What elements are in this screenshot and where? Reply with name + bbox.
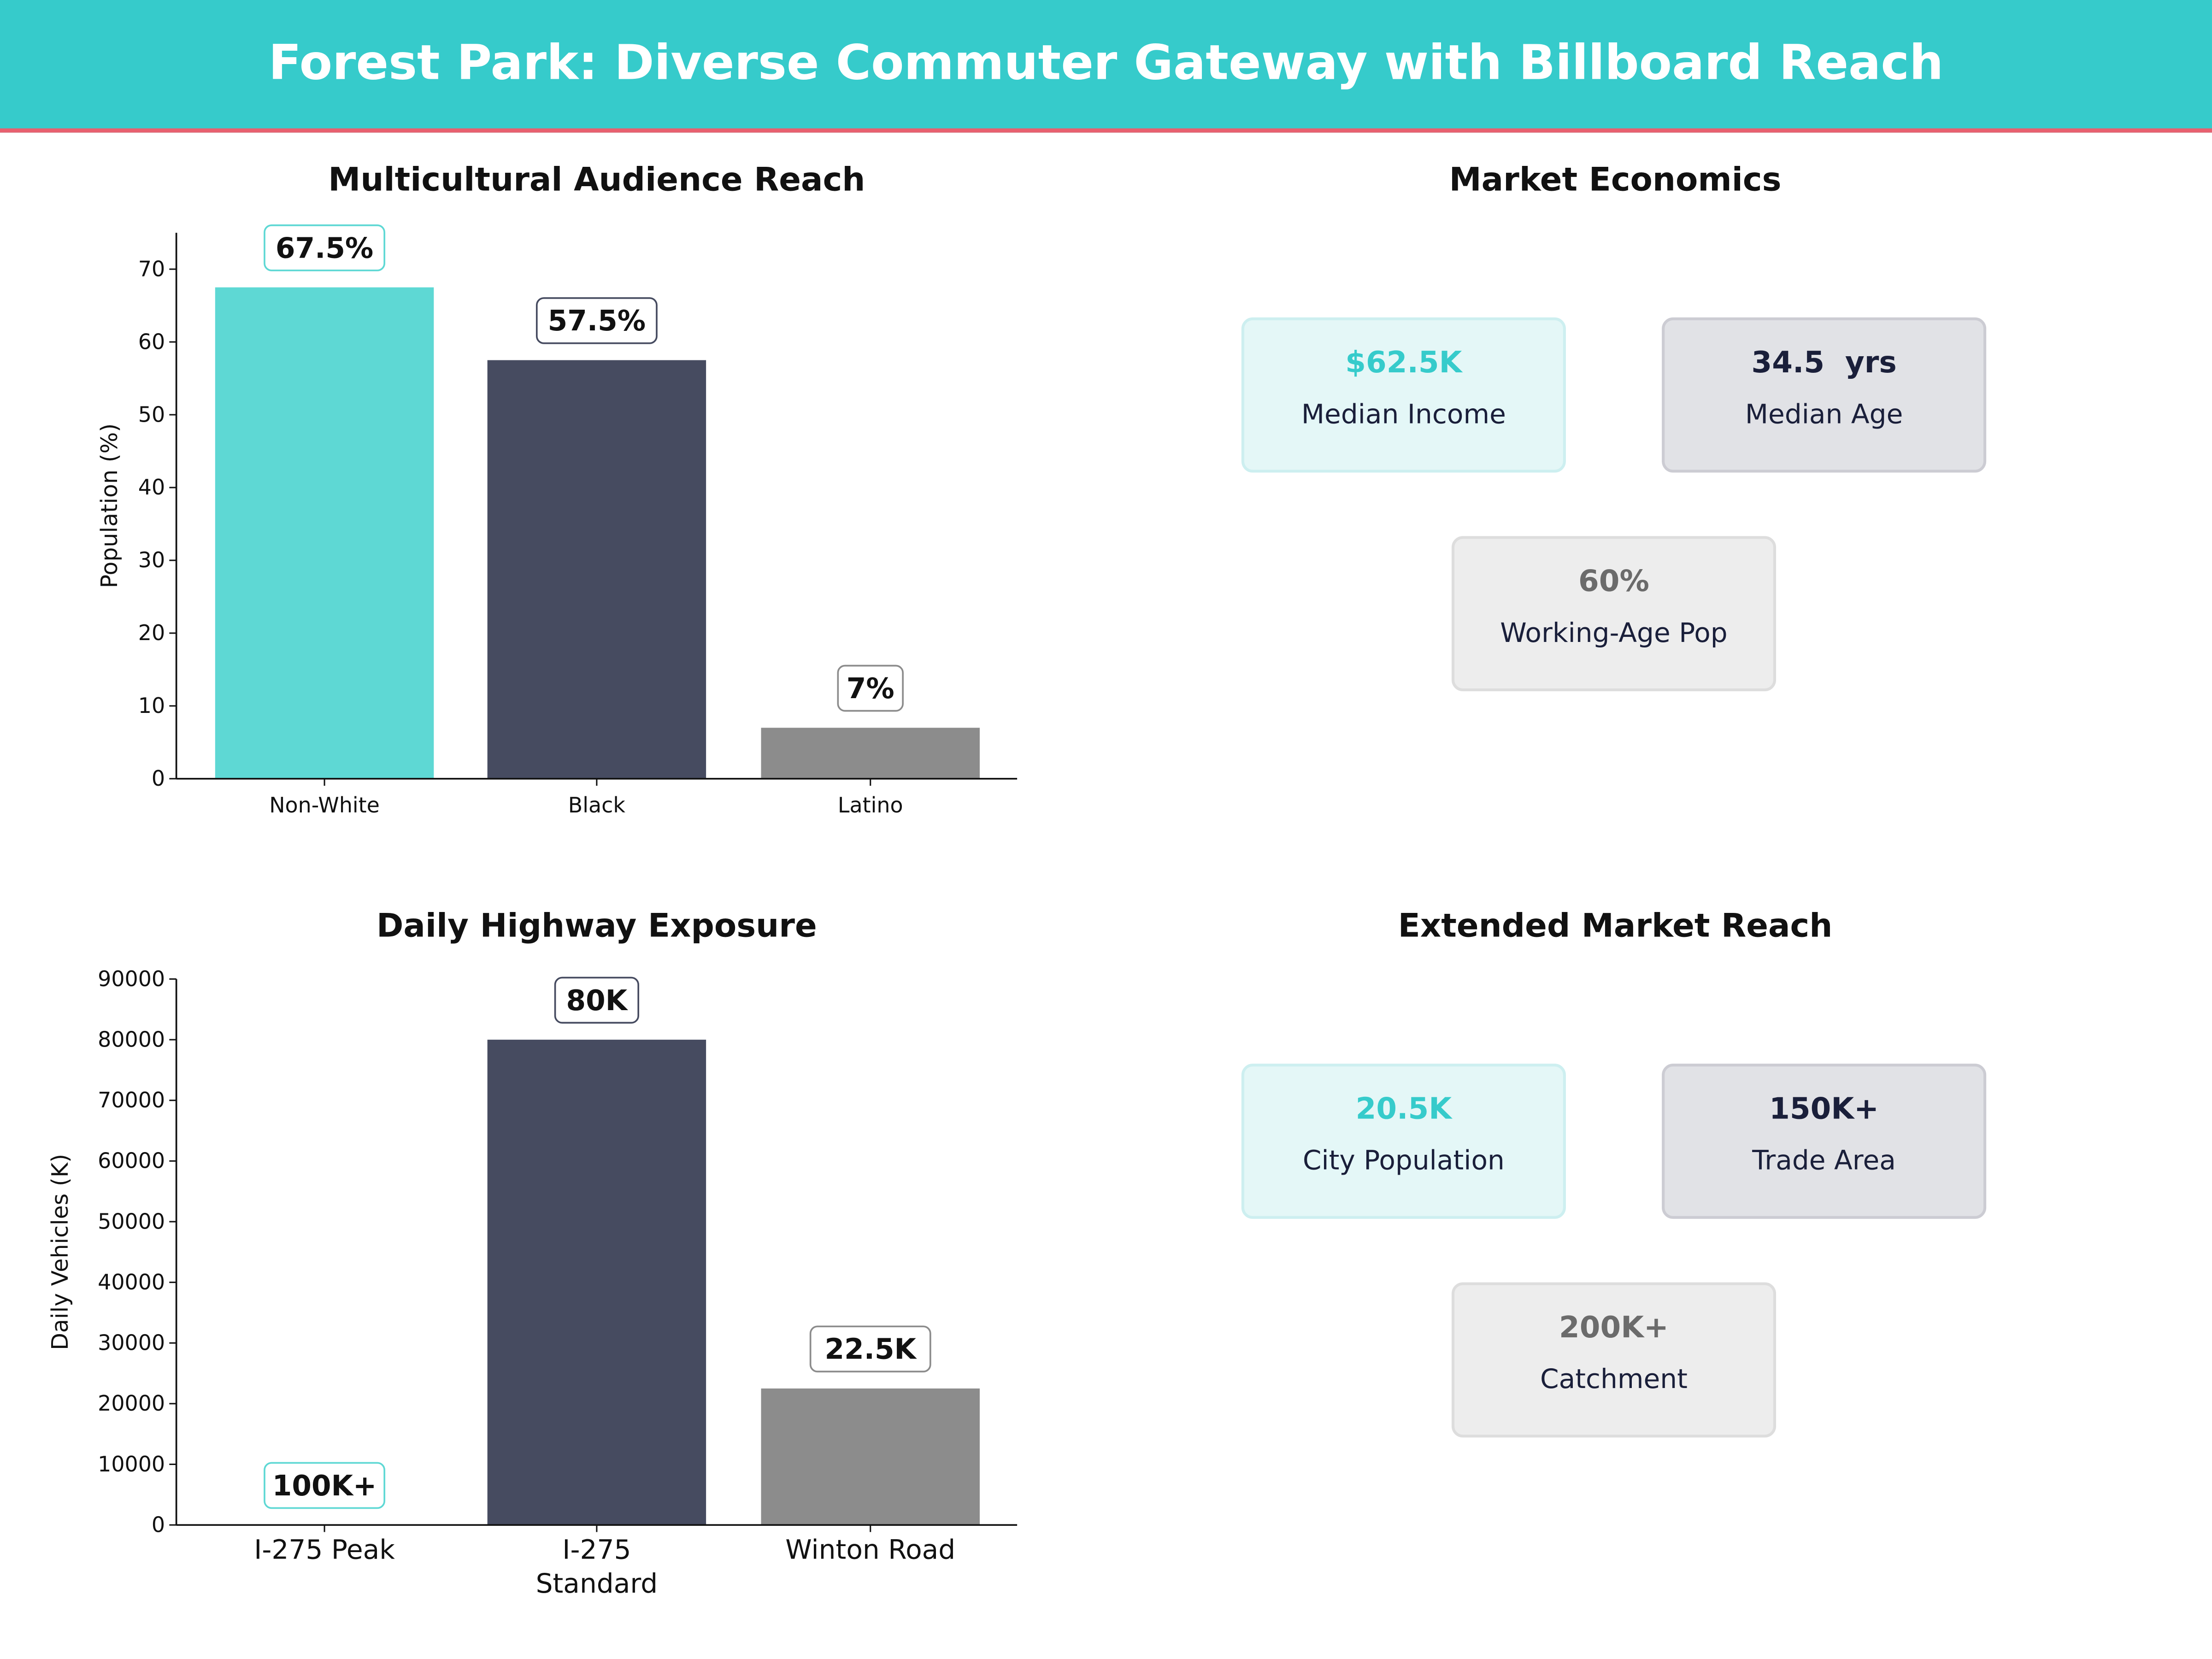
x-tick-label: Non-White xyxy=(269,793,380,818)
card-label: Working-Age Pop xyxy=(1500,618,1728,649)
y-tick-label: 70000 xyxy=(98,1088,165,1112)
y-tick-label: 60000 xyxy=(98,1148,165,1173)
chart2-title: Daily Highway Exposure xyxy=(376,908,817,946)
header-banner: Forest Park: Diverse Commuter Gateway wi… xyxy=(0,0,2212,133)
card-catchment: 200K+ Catchment xyxy=(1451,1282,1777,1438)
card-city-population: 20.5K City Population xyxy=(1241,1064,1566,1219)
x-tick-label: Latino xyxy=(838,793,903,818)
card-value: 200K+ xyxy=(1559,1310,1669,1345)
data-label: 7% xyxy=(847,672,894,705)
chart1-title: Multicultural Audience Reach xyxy=(328,162,865,199)
card-label: Trade Area xyxy=(1752,1145,1896,1177)
y-tick-label: 20000 xyxy=(98,1391,165,1416)
y-tick-label: 30000 xyxy=(98,1330,165,1355)
y-tick-label: 10000 xyxy=(98,1452,165,1477)
card-median-age: 34.5 yrs Median Age xyxy=(1662,317,1987,473)
card-value: $62.5K xyxy=(1345,345,1462,380)
card-value: 60% xyxy=(1578,564,1649,598)
x-tick-label: Black xyxy=(568,793,626,818)
data-label-box xyxy=(809,1325,931,1373)
bar xyxy=(761,728,980,779)
data-label: 57.5% xyxy=(548,305,646,337)
data-label: 100K+ xyxy=(272,1470,377,1502)
y-axis-label: Daily Vehicles (K) xyxy=(47,1154,73,1350)
y-tick-label: 10 xyxy=(138,693,165,718)
card-label: Catchment xyxy=(1540,1364,1688,1395)
card-trade-area: 150K+ Trade Area xyxy=(1662,1064,1987,1219)
data-label-box xyxy=(264,1462,386,1509)
card-value: 34.5 yrs xyxy=(1751,345,1897,380)
card-label: Median Age xyxy=(1745,399,1903,430)
x-tick-label: Standard xyxy=(536,1568,658,1599)
x-tick-label: Winton Road xyxy=(785,1534,955,1565)
bar xyxy=(487,1040,706,1525)
data-label: 80K xyxy=(566,984,629,1017)
y-tick-label: 20 xyxy=(138,620,165,645)
y-tick-label: 50000 xyxy=(98,1209,165,1234)
data-label: 22.5K xyxy=(825,1333,918,1366)
bar xyxy=(487,360,706,779)
data-label: 67.5% xyxy=(276,232,373,265)
y-tick-label: 40 xyxy=(138,475,165,500)
data-label-box xyxy=(264,224,386,271)
chart-multicultural-reach: 67.5% Non-White 57.5% Black 7% Latino 0 10 20 30 4… xyxy=(96,224,1018,818)
y-tick-label: 0 xyxy=(152,1512,165,1537)
y-tick-label: 0 xyxy=(152,766,165,791)
y-axis-label: Population (%) xyxy=(96,424,123,588)
y-tick-label: 90000 xyxy=(98,966,165,991)
y-tick-label: 30 xyxy=(138,547,165,572)
bar xyxy=(215,287,434,779)
card-value: 150K+ xyxy=(1769,1092,1879,1126)
page-title: Forest Park: Diverse Commuter Gateway wi… xyxy=(268,35,1944,92)
card-label: Median Income xyxy=(1301,399,1506,430)
economics-title: Market Economics xyxy=(1449,162,1782,199)
x-tick-label: I-275 xyxy=(562,1534,631,1565)
card-median-income: $62.5K Median Income xyxy=(1241,317,1566,473)
reach-title: Extended Market Reach xyxy=(1398,908,1833,946)
y-tick-label: 50 xyxy=(138,402,165,427)
data-label-box xyxy=(535,297,658,344)
data-label-box xyxy=(554,977,640,1024)
x-tick-label: I-275 Peak xyxy=(254,1534,395,1565)
bar xyxy=(761,1388,980,1525)
card-working-age: 60% Working-Age Pop xyxy=(1451,536,1777,691)
y-tick-label: 70 xyxy=(138,256,165,281)
y-tick-label: 60 xyxy=(138,329,165,354)
data-label-box xyxy=(837,665,904,712)
y-tick-label: 40000 xyxy=(98,1270,165,1294)
card-label: City Population xyxy=(1302,1145,1505,1177)
card-value: 20.5K xyxy=(1355,1092,1452,1126)
y-tick-label: 80000 xyxy=(98,1027,165,1052)
